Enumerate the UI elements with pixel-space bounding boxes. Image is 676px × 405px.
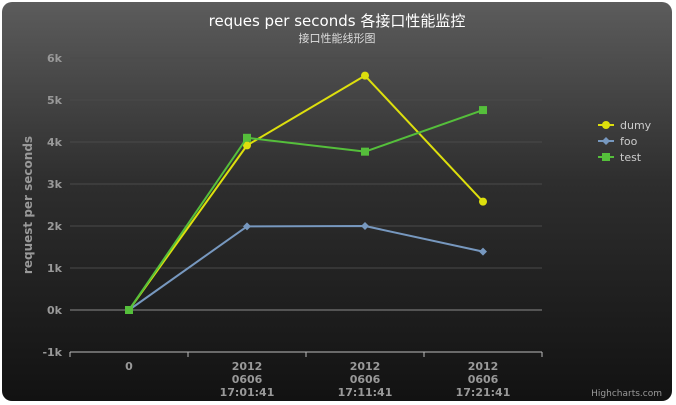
series-layer bbox=[125, 71, 487, 314]
y-tick-label: 1k bbox=[47, 262, 63, 275]
y-tick-label: 3k bbox=[47, 178, 63, 191]
y-tick-label: -1k bbox=[42, 346, 62, 359]
data-point[interactable] bbox=[361, 147, 369, 156]
data-point[interactable] bbox=[243, 222, 251, 231]
y-tick-label: 6k bbox=[47, 52, 63, 65]
y-tick-label: 4k bbox=[47, 136, 63, 149]
legend-item-dumy[interactable]: dumy bbox=[598, 119, 652, 132]
legend-item-test[interactable]: test bbox=[598, 151, 642, 164]
x-tick-label: 2012 0606 17:11:41 bbox=[338, 360, 393, 399]
chart-title: reques per seconds 各接口性能监控 bbox=[209, 12, 466, 30]
data-point[interactable] bbox=[479, 106, 487, 115]
data-point[interactable] bbox=[361, 222, 369, 230]
data-point[interactable] bbox=[479, 247, 487, 256]
legend: dumy foo test bbox=[598, 119, 652, 164]
data-point[interactable] bbox=[602, 153, 610, 161]
line-chart: reques per seconds 各接口性能监控 接口性能线形图 -1k 0k… bbox=[21, 12, 662, 399]
series-line[interactable] bbox=[128, 225, 484, 311]
data-point[interactable] bbox=[243, 133, 251, 142]
y-tick-label: 0k bbox=[47, 304, 63, 317]
data-point[interactable] bbox=[125, 306, 133, 314]
y-tick-label: 5k bbox=[47, 94, 63, 107]
x-tick-label: 2012 0606 17:01:41 bbox=[220, 360, 275, 399]
chart-container: reques per seconds 各接口性能监控 接口性能线形图 -1k 0k… bbox=[2, 2, 672, 401]
series-test bbox=[125, 106, 487, 314]
gridlines bbox=[70, 57, 542, 353]
axes: -1k 0k 1k 2k 3k 4k 5k 6k 0 2012 0606 17:01:41 2012 06… bbox=[42, 52, 543, 399]
series-line[interactable] bbox=[128, 109, 484, 311]
legend-item-foo[interactable]: foo bbox=[598, 135, 638, 148]
series-dumy bbox=[125, 71, 487, 314]
data-point[interactable] bbox=[243, 141, 251, 150]
x-tick-label: 2012 0606 17:21:41 bbox=[456, 360, 511, 399]
chart-subtitle: 接口性能线形图 bbox=[299, 31, 376, 45]
data-point[interactable] bbox=[479, 197, 487, 206]
legend-label: dumy bbox=[620, 119, 652, 132]
series-line[interactable] bbox=[128, 74, 484, 311]
data-point[interactable] bbox=[602, 121, 610, 129]
data-point[interactable] bbox=[361, 71, 369, 80]
y-axis-label: request per seconds bbox=[21, 136, 35, 274]
legend-label: foo bbox=[620, 135, 638, 148]
x-tick-label: 0 bbox=[125, 360, 133, 373]
credits-link[interactable]: Highcharts.com bbox=[591, 389, 662, 399]
data-point[interactable] bbox=[602, 137, 610, 145]
y-tick-label: 2k bbox=[47, 220, 63, 233]
legend-label: test bbox=[620, 151, 642, 164]
